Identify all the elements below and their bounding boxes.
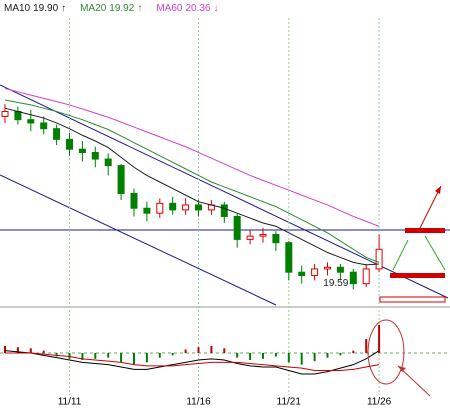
candle-body [375, 248, 383, 270]
target-box [379, 296, 446, 303]
candle-body [298, 271, 306, 276]
candle-body [14, 110, 22, 121]
candle-body [143, 207, 151, 214]
arrow [397, 365, 431, 397]
candle-body [311, 268, 319, 276]
arrow [392, 239, 409, 271]
x-tick-label: 11/11 [58, 397, 82, 408]
candle-body [27, 119, 35, 124]
x-tick-label: 11/16 [186, 397, 211, 408]
ma-line [4, 107, 380, 266]
candle-body [272, 233, 280, 244]
candle-body [324, 266, 331, 270]
arrow [424, 235, 446, 271]
ma-line [4, 88, 380, 227]
legend-arrow: ↓ [213, 3, 218, 14]
candle-body [182, 204, 190, 211]
arrow-head [398, 366, 406, 372]
candle-body [104, 158, 112, 167]
legend-value: 19.90 [33, 3, 58, 14]
macd-line [4, 350, 380, 375]
arrow [419, 185, 442, 229]
candle-body [285, 242, 293, 273]
candle-body [40, 122, 48, 130]
candle-body [362, 268, 370, 285]
candle-body [156, 202, 164, 214]
candle-body [259, 233, 267, 237]
candle-body [53, 128, 61, 140]
x-tick-label: 11/21 [277, 397, 302, 408]
legend-arrow: ↑ [61, 3, 66, 14]
ma-line [4, 99, 380, 263]
candle-body [1, 110, 9, 117]
legend-arrow: ↑ [137, 3, 142, 14]
candle-body [336, 266, 344, 273]
candle-body [66, 138, 73, 150]
candle-body [195, 204, 202, 211]
channel-upper [0, 84, 449, 299]
legend-name: MA60 [156, 3, 183, 14]
candle-body [130, 192, 138, 209]
candle-body [220, 204, 228, 217]
channel-lower [0, 174, 277, 306]
highlight-circle [367, 319, 405, 385]
target-box [405, 228, 445, 233]
legend-name: MA10 [4, 3, 31, 14]
legend-value: 19.92 [109, 3, 134, 14]
target-box [390, 273, 445, 278]
candle-body [117, 165, 125, 194]
candle-body [169, 202, 177, 211]
candle-body [233, 215, 241, 240]
legend-name: MA20 [80, 3, 107, 14]
candle-body [91, 151, 99, 160]
ma-legend: MA10 19.90 ↑ MA20 19.92 ↑ MA60 20.36 ↓ [4, 3, 218, 14]
candle-body [78, 148, 86, 153]
arrow-head [435, 186, 441, 194]
x-tick-label: 11/26 [367, 397, 392, 408]
macd-line [5, 352, 380, 371]
legend-value: 20.36 [185, 3, 210, 14]
candle-body [349, 271, 357, 285]
low-label: 19.59 [323, 278, 348, 289]
candle-body [246, 235, 254, 240]
